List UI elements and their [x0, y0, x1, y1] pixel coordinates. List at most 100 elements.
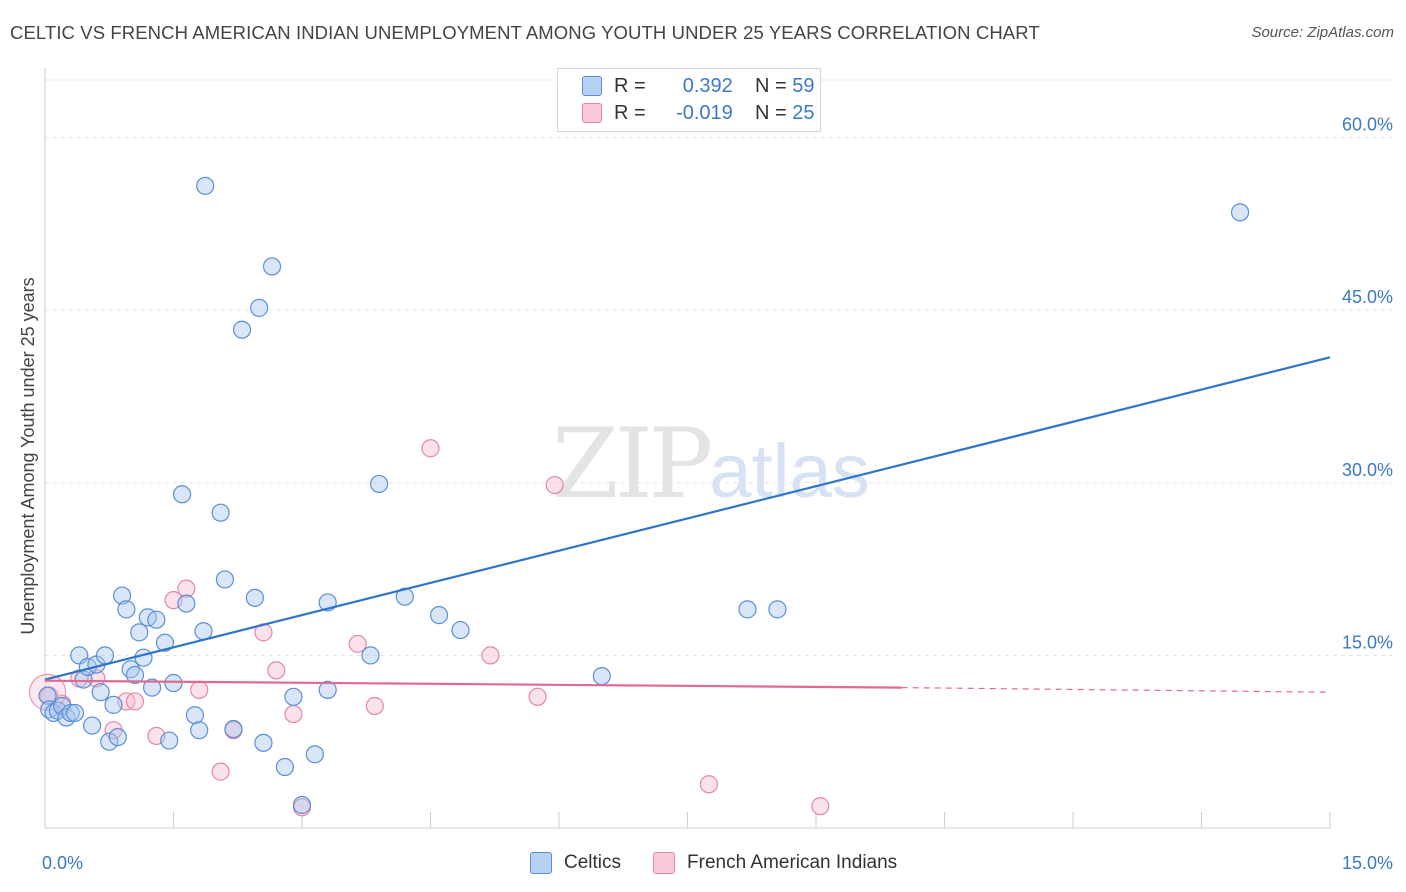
celtics-point — [164, 673, 183, 693]
fai-point — [284, 704, 303, 724]
y-axis-label: Unemployment Among Youth under 25 years — [18, 277, 38, 634]
celtics-point — [155, 633, 175, 652]
axes — [44, 68, 1330, 829]
celtics-point — [134, 648, 153, 667]
series-legend-swatch-fai — [653, 852, 676, 874]
celtics-point — [215, 570, 234, 589]
watermark-atlas: atlas — [709, 429, 870, 514]
grid-lines — [45, 79, 1392, 656]
celtics-point — [262, 257, 282, 276]
legend-n-label: N = — [755, 101, 787, 124]
celtics-point — [429, 606, 449, 625]
legend-n-label: N = — [755, 74, 787, 97]
legend-r-value-fai: -0.019 — [676, 101, 733, 124]
y-tick-label: 30.0% — [1342, 460, 1393, 480]
celtics-point — [95, 646, 115, 665]
celtics-point — [112, 586, 132, 605]
fai-point — [528, 687, 547, 706]
series-legend-label-fai: French American Indians — [687, 852, 898, 873]
fai-trend-line — [44, 679, 902, 689]
legend-row-celtics: R = 0.392 N = 59 — [582, 74, 815, 98]
fai-point — [811, 797, 830, 816]
x-tick-label-min: 0.0% — [42, 853, 83, 873]
series-legend-label-celtics: Celtics — [564, 852, 622, 873]
y-tick-label: 15.0% — [1342, 632, 1393, 652]
legend-n-value-celtics: 59 — [792, 74, 815, 97]
legend-r-value-celtics: 0.392 — [682, 74, 733, 97]
fai-point — [190, 680, 209, 700]
watermark: ZIPatlas — [552, 408, 870, 520]
celtics-point — [395, 587, 414, 606]
celtics-point — [196, 176, 215, 195]
fai-point — [545, 475, 564, 495]
celtics-point — [142, 678, 162, 697]
trend-lines — [44, 356, 1331, 693]
celtics-point — [305, 745, 324, 764]
legend-r-label: R = — [614, 74, 646, 97]
x-tick-label-max: 15.0% — [1342, 853, 1393, 873]
celtics-point — [768, 600, 787, 619]
celtics-point — [91, 683, 110, 702]
celtics-point — [108, 727, 127, 747]
source-credit: Source: ZipAtlas.com — [1251, 24, 1394, 41]
celtics-point — [451, 620, 470, 640]
celtics-point — [224, 719, 243, 739]
celtics-point — [211, 503, 230, 522]
fai-point — [211, 762, 230, 781]
x-tick-labels: 0.0% 15.0% — [42, 853, 1393, 873]
series-legend-celtics[interactable]: Celtics — [530, 852, 621, 874]
celtics-point — [250, 298, 269, 317]
fai-point — [348, 634, 367, 653]
series-legend-fai[interactable]: French American Indians — [653, 852, 897, 874]
legend-row-fai: R = -0.019 N = 25 — [582, 101, 815, 125]
celtics-point — [177, 594, 196, 613]
celtics-point — [592, 666, 611, 686]
x-ticks — [44, 812, 1331, 828]
watermark-zip: ZIP — [552, 408, 713, 520]
fai-point-cluster — [29, 673, 67, 711]
celtics-point — [318, 680, 337, 700]
series-legend: Celtics French American Indians — [530, 852, 929, 874]
fai-point — [481, 646, 500, 665]
celtics-point — [1230, 203, 1250, 222]
celtics-point — [284, 687, 303, 706]
celtics-point — [83, 716, 102, 735]
celtics-point — [130, 623, 149, 642]
celtics-point — [370, 474, 389, 494]
fai-point — [699, 775, 719, 794]
celtics-point — [160, 731, 179, 750]
celtics-point — [61, 703, 80, 723]
celtics-trend-line — [44, 356, 1331, 681]
legend-swatch-celtics — [582, 76, 602, 96]
celtics-point — [275, 757, 294, 777]
celtics-point — [232, 320, 252, 339]
fai-point — [267, 661, 286, 680]
legend-swatch-fai — [582, 103, 602, 123]
celtics-point — [125, 665, 145, 685]
celtics-point — [117, 600, 136, 619]
celtics-point — [38, 686, 57, 705]
series-legend-swatch-celtics — [530, 852, 552, 874]
celtics-point — [194, 622, 213, 641]
celtics-point — [172, 485, 192, 504]
fai-trend-line-extension — [901, 687, 1331, 693]
chart-title: CELTIC VS FRENCH AMERICAN INDIAN UNEMPLO… — [10, 22, 1040, 43]
legend-r-label: R = — [614, 101, 646, 124]
celtics-point — [254, 733, 273, 752]
legend-n-value-fai: 25 — [792, 101, 815, 124]
series-french-american-indians-points — [29, 439, 830, 817]
fai-point — [421, 439, 440, 458]
celtics-point — [245, 588, 264, 607]
y-tick-label: 45.0% — [1342, 287, 1393, 307]
celtics-point — [292, 795, 312, 815]
celtics-point — [104, 695, 123, 714]
celtics-point — [100, 732, 119, 751]
celtics-point — [190, 721, 209, 740]
celtics-point — [738, 600, 757, 619]
fai-point — [365, 696, 384, 716]
correlation-legend: R = 0.392 N = 59 R = -0.019 N = 25 — [557, 68, 821, 132]
fai-point — [177, 579, 196, 598]
y-tick-label: 60.0% — [1342, 115, 1393, 135]
celtics-point — [185, 706, 205, 725]
